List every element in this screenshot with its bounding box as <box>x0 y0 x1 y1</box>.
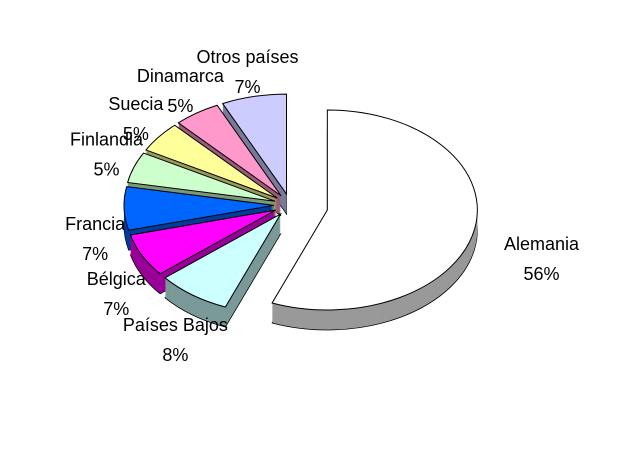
slice <box>145 124 278 199</box>
slice-label: Dinamarca <box>137 66 225 86</box>
slice <box>271 109 478 311</box>
slice-value-label: 7% <box>103 299 129 319</box>
slice-group <box>164 212 282 328</box>
slice-value-label: 56% <box>524 264 560 284</box>
slice-value-label: 5% <box>123 124 149 144</box>
slice-label: Países Bajos <box>123 315 228 335</box>
slice-value-label: 5% <box>167 96 193 116</box>
slice-label: Bélgica <box>87 269 147 289</box>
slice <box>177 104 282 197</box>
slice-value-label: 5% <box>94 160 120 180</box>
slice-group <box>271 109 478 331</box>
slice <box>129 209 276 275</box>
slice-label: Suecia <box>108 94 164 114</box>
slice <box>126 152 276 202</box>
slice-label: Otros países <box>196 47 298 67</box>
slice-label: Francia <box>65 214 126 234</box>
slice <box>164 212 282 308</box>
slice <box>221 93 288 196</box>
slice-value-label: 8% <box>162 345 188 365</box>
slice-label: Finlandia <box>70 130 144 150</box>
slice-label: Alemania <box>504 234 580 254</box>
slice <box>123 186 275 231</box>
slice-value-label: 7% <box>234 77 260 97</box>
slice-value-label: 7% <box>82 244 108 264</box>
